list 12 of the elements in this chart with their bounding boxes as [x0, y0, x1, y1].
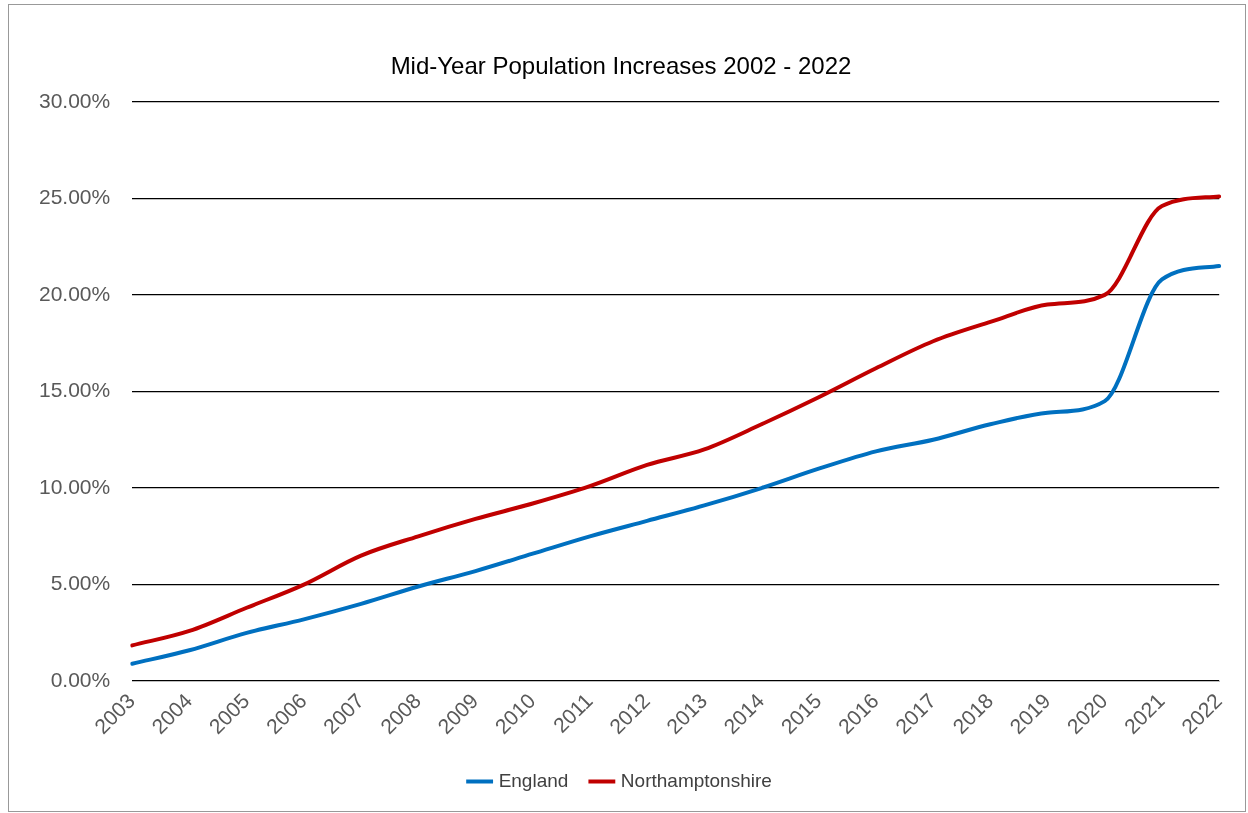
y-tick-label: 0.00% — [50, 667, 111, 691]
legend-label: England — [498, 769, 569, 791]
chart-title: Mid-Year Population Increases 2002 - 2022 — [390, 52, 852, 80]
y-tick-label: 30.00% — [38, 88, 111, 112]
y-tick-label: 5.00% — [50, 571, 111, 595]
y-tick-label: 25.00% — [38, 185, 111, 209]
line-series — [130, 194, 1222, 648]
line-series — [130, 263, 1222, 666]
y-tick-label: 15.00% — [38, 378, 111, 402]
legend-label: Northamptonshire — [620, 769, 772, 791]
y-tick-label: 10.00% — [38, 474, 111, 498]
y-tick-label: 20.00% — [38, 281, 111, 305]
